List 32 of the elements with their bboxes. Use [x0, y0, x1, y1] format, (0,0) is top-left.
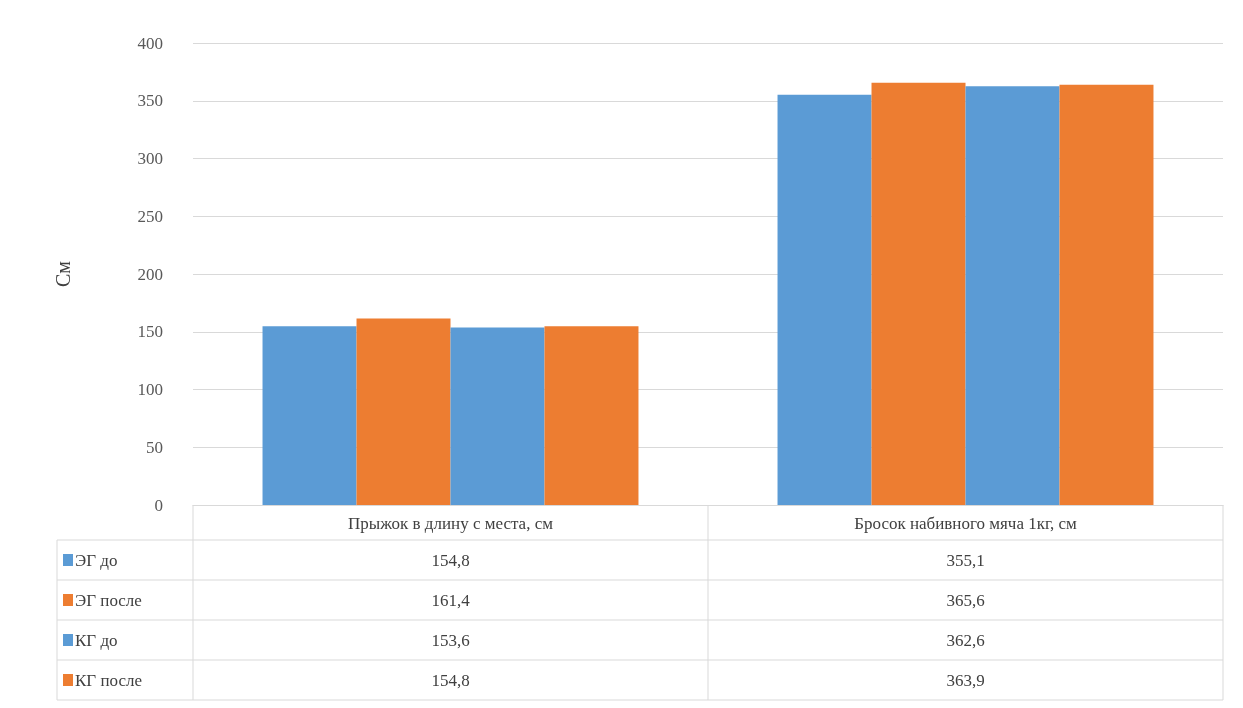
y-tick-label: 200 — [137, 264, 163, 284]
data-label: 355,1 — [946, 550, 985, 570]
y-tick-label: 50 — [146, 437, 163, 457]
data-label: 153,6 — [431, 630, 470, 650]
bar — [262, 326, 357, 505]
legend-label: КГ после — [75, 670, 143, 690]
bar — [544, 326, 639, 505]
y-tick-label: 400 — [137, 33, 163, 53]
y-tick-label: 0 — [154, 495, 163, 515]
legend-label: КГ до — [75, 630, 118, 650]
bar — [965, 86, 1060, 505]
x-tick-label: Бросок набивного мяча 1кг, см — [854, 514, 1078, 533]
bar — [356, 318, 451, 505]
data-label: 161,4 — [431, 590, 471, 610]
y-tick-label: 300 — [137, 149, 163, 168]
y-tick-label: 100 — [137, 380, 163, 399]
legend-label: ЭГ до — [75, 550, 118, 570]
bar — [777, 94, 872, 505]
bar — [1059, 84, 1154, 505]
y-axis-title: См — [52, 260, 74, 287]
data-label: 363,9 — [946, 670, 985, 690]
x-tick-label: Прыжок в длину с места, см — [348, 514, 554, 533]
data-label: 154,8 — [431, 670, 470, 690]
y-tick-label: 350 — [137, 91, 163, 111]
data-label: 362,6 — [946, 630, 985, 650]
bar — [450, 327, 545, 505]
y-tick-label: 250 — [137, 206, 163, 226]
y-tick-label: 150 — [137, 322, 163, 342]
data-label: 154,8 — [431, 550, 470, 570]
data-label: 365,6 — [946, 590, 985, 610]
bar — [871, 82, 966, 505]
legend-label: ЭГ после — [75, 590, 142, 610]
